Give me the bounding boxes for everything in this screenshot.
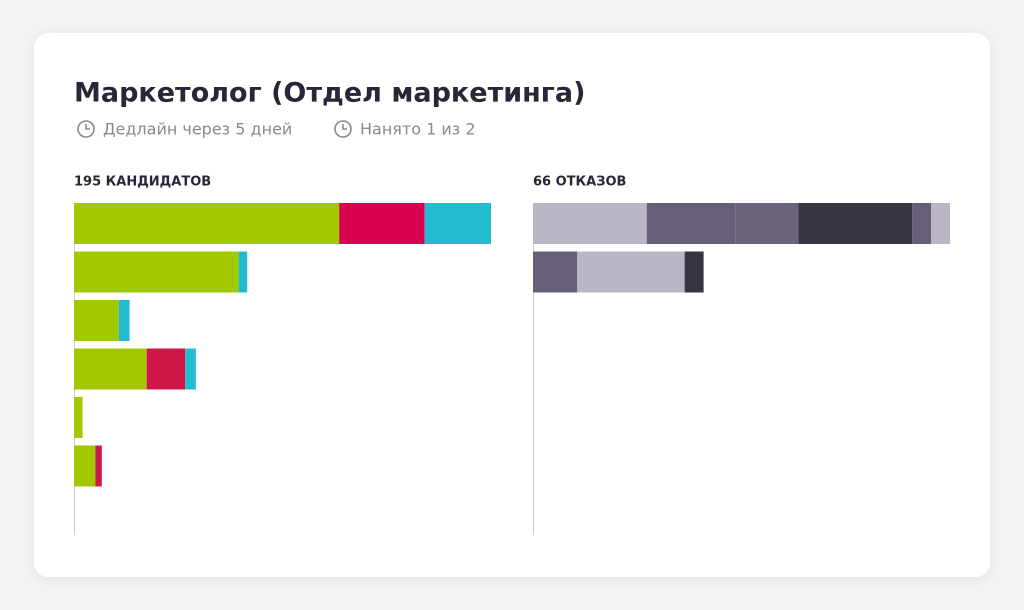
bar-segment (74, 348, 147, 390)
bar-segment (931, 203, 950, 244)
bar-segment (74, 300, 119, 341)
bar-segment (74, 445, 96, 487)
bar-segment (185, 348, 196, 390)
bar-segment (533, 251, 578, 293)
bar-segment (339, 203, 425, 244)
bar-segment (533, 203, 647, 244)
bar-segment (74, 251, 239, 293)
bar-segment (74, 397, 83, 438)
job-title: Маркетолог (Отдел маркетинга) (74, 78, 585, 109)
bar-segment (146, 348, 186, 390)
bar-segment (646, 203, 736, 244)
bar-segment (238, 251, 248, 293)
bar-segment (735, 203, 799, 244)
chart-title: 66 ОТКАЗОВ (533, 175, 626, 190)
card (34, 33, 990, 577)
bar-segment (74, 203, 340, 244)
bar-segment (577, 251, 685, 293)
bar-segment (95, 445, 102, 487)
clock-icon (334, 120, 352, 138)
bar-segment (684, 251, 704, 293)
bar-segment (798, 203, 913, 244)
deadline: Дедлайн через 5 дней (103, 120, 292, 139)
hired: Нанято 1 из 2 (360, 120, 476, 139)
clock-icon (77, 120, 95, 138)
bar-segment (424, 203, 491, 244)
bar-segment (912, 203, 932, 244)
chart-title: 195 КАНДИДАТОВ (74, 175, 211, 190)
bar-segment (118, 300, 130, 341)
